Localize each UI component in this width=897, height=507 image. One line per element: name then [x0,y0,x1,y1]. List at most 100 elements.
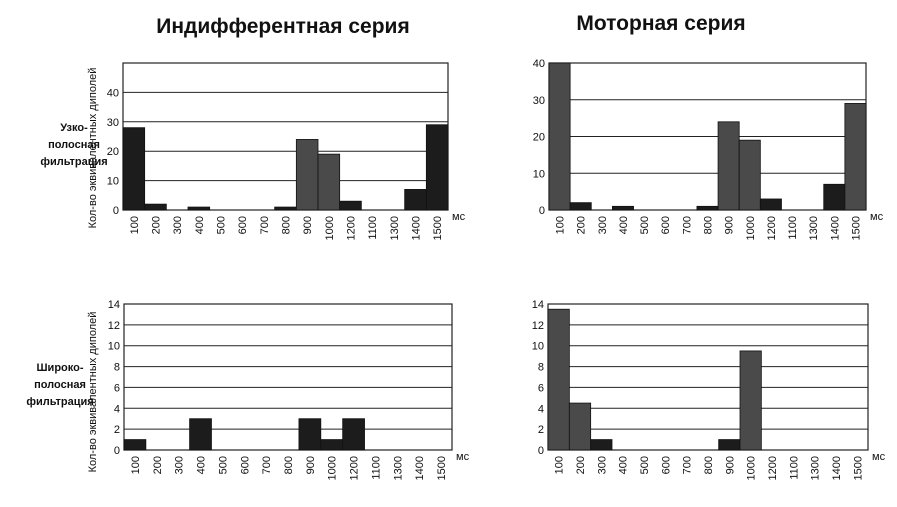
x-tick-label: 300 [174,456,186,474]
x-unit-label: мс [456,451,470,463]
y-tick-label: 6 [538,382,544,394]
y-tick-label: 10 [108,341,120,353]
chart-panel-1: 0 10 20 30 40 100 200 300 400 500 600 700 800 900 1000… [107,62,466,240]
y-tick-label: 2 [114,424,120,436]
x-tick-label: 1100 [367,216,379,240]
x-tick-label: 200 [151,216,163,234]
x-tick-label: 1200 [346,216,358,240]
row-label-broad-line-2: полосная [34,379,86,391]
x-tick-label: 1400 [411,216,423,240]
x-tick-label: 200 [576,216,588,234]
y-tick-label: 2 [538,424,544,436]
x-tick-label: 900 [302,216,314,234]
y-tick-label: 0 [113,205,119,217]
y-axis-label-bottom: Кол-во эквивалентных диполей [87,312,99,473]
x-tick-label: 600 [660,456,672,474]
x-tick-label: 1200 [767,456,779,480]
y-tick-label: 30 [107,117,119,129]
column-title-motor: Моторная серия [576,12,745,35]
y-tick-label: 6 [114,382,120,394]
y-tick-label: 40 [533,58,545,70]
bar [547,308,570,451]
y-tick-label: 8 [114,362,120,374]
x-tick-label: 600 [660,216,672,234]
y-tick-label: 0 [538,445,544,457]
x-tick-label: 100 [554,456,566,474]
bar [425,124,449,211]
y-tick-label: 10 [532,341,544,353]
x-tick-label: 1500 [432,216,444,240]
x-tick-label: 800 [281,216,293,234]
x-unit-label: мс [870,211,884,223]
column-title-indifferent: Индифферентная серия [156,15,409,38]
y-tick-label: 4 [114,403,120,415]
x-tick-label: 900 [724,456,736,474]
bar [189,418,212,451]
row-label-broad-line-1: Широко- [37,362,84,374]
y-tick-label: 14 [108,299,120,311]
bar [298,418,322,451]
x-unit-label: мс [452,211,466,223]
bar [320,439,344,451]
chart-panel-3: 0 2 4 6 8 10 12 14 100 200 300 400 500 600 700 800 900 10… [108,299,470,480]
x-tick-label: 1500 [850,216,862,240]
bar [295,139,319,211]
bar [317,153,341,211]
bar [342,418,365,451]
x-tick-label: 700 [261,456,273,474]
x-tick-label: 500 [217,456,229,474]
y-tick-label: 0 [114,445,120,457]
y-tick-label: 30 [533,95,545,107]
x-tick-label: 900 [724,216,736,234]
chart-panel-2: 0 10 20 30 40 100 200 300 400 500 600 700 800 900 1000… [533,58,884,240]
y-tick-label: 40 [107,87,119,99]
x-tick-label: 1400 [829,216,841,240]
x-tick-label: 1000 [324,216,336,240]
x-tick-label: 1300 [392,456,404,480]
x-tick-label: 700 [682,456,694,474]
bar [612,205,634,211]
x-tick-label: 600 [239,456,251,474]
x-tick-label: 400 [196,456,208,474]
x-tick-label: 300 [596,456,608,474]
plot-frame [123,303,453,451]
x-tick-label: 1400 [831,456,843,480]
bar [187,206,211,211]
y-tick-label: 10 [533,168,545,180]
x-tick-label: 400 [194,216,206,234]
x-tick-label: 100 [130,456,142,474]
bar [123,439,147,451]
x-tick-label: 700 [259,216,271,234]
bar [759,198,782,211]
bar [718,439,741,451]
bar [274,206,297,211]
y-tick-label: 20 [107,146,119,158]
bar [569,202,592,211]
bar [122,127,146,211]
bar [548,62,571,211]
x-tick-label: 700 [681,216,693,234]
y-tick-label: 12 [532,320,544,332]
x-tick-label: 100 [129,216,141,234]
x-tick-label: 300 [172,216,184,234]
x-tick-label: 1300 [808,216,820,240]
bar [696,205,719,211]
bar [844,103,867,211]
x-tick-label: 800 [283,456,295,474]
bar [739,350,762,451]
x-tick-label: 1000 [745,216,757,240]
x-tick-label: 500 [639,216,651,234]
row-label-broad-line-3: фильтрация [26,396,93,408]
x-tick-label: 1500 [852,456,864,480]
y-tick-label: 10 [107,176,119,188]
x-unit-label: мс [872,451,886,463]
x-tick-label: 1200 [766,216,778,240]
x-tick-label: 1300 [389,216,401,240]
y-tick-label: 14 [532,299,544,311]
x-tick-label: 1400 [414,456,426,480]
x-tick-label: 500 [639,456,651,474]
x-tick-label: 200 [575,456,587,474]
x-tick-label: 1000 [327,456,339,480]
x-tick-label: 1000 [746,456,758,480]
